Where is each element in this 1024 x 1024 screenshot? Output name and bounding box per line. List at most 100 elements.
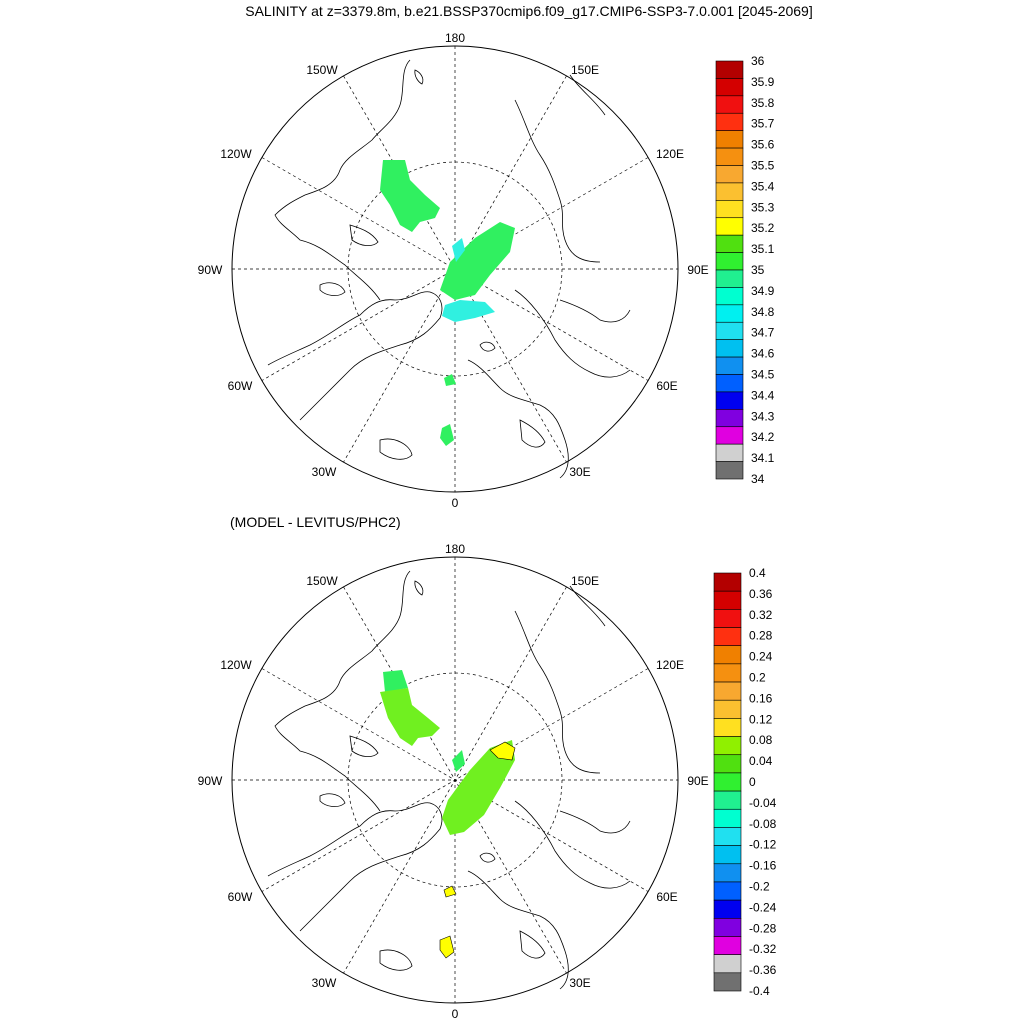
colorbar-difference-swatch (713, 918, 742, 937)
lon-label-60w: 60W (228, 379, 253, 393)
colorbar-difference-swatch (713, 845, 742, 865)
colorbar-difference-tick-label: -0.08 (749, 817, 777, 831)
colorbar-difference-tick-label: 0.4 (749, 566, 766, 580)
lon-label-120w: 120W (220, 147, 252, 161)
lon-label-180: 180 (445, 31, 465, 45)
lon-label-60e: 60E (656, 379, 677, 393)
colorbar-salinity-swatch (715, 78, 744, 97)
colorbar-difference-swatch (713, 863, 742, 883)
colorbar-salinity-swatch (715, 147, 744, 166)
colorbar-difference-tick-label: 0.24 (749, 650, 773, 664)
colorbar-salinity-tick-label: 34.9 (751, 284, 775, 298)
colorbar-difference-swatch (713, 754, 742, 774)
field-patch (380, 688, 440, 746)
colorbar-salinity-swatch (715, 60, 744, 79)
colorbar-difference-swatch (713, 827, 742, 846)
colorbar-salinity-swatch (715, 391, 744, 410)
colorbar-difference-swatch (713, 718, 742, 737)
colorbar-salinity-tick-label: 35.9 (751, 75, 775, 89)
colorbar-salinity-tick-label: 34.3 (751, 409, 775, 423)
lon-label-120e: 120E (656, 147, 684, 161)
field-patch (442, 740, 515, 835)
plot-title: SALINITY at z=3379.8m, b.e21.BSSP370cmip… (245, 3, 813, 19)
colorbar-difference-swatch (713, 681, 742, 701)
colorbar-difference-tick-label: -0.04 (749, 796, 777, 810)
colorbar-salinity-swatch (715, 443, 744, 462)
colorbar-difference-tick-label: -0.4 (749, 984, 770, 998)
colorbar-salinity-tick-label: 35.4 (751, 179, 775, 193)
colorbar-difference-tick-label: 0.36 (749, 587, 773, 601)
colorbar-salinity-swatch (715, 234, 744, 253)
field-patch (489, 741, 516, 761)
colorbar-salinity-swatch (715, 304, 744, 323)
colorbar-salinity-swatch (715, 95, 744, 114)
coastlines (267, 59, 631, 479)
colorbar-difference-swatch (713, 663, 742, 683)
colorbar-salinity-tick-label: 35 (751, 263, 765, 277)
colorbar-salinity-swatch (715, 339, 744, 358)
lon-label-150e: 150E (571, 574, 599, 588)
colorbar-difference-tick-label: -0.28 (749, 921, 777, 935)
colorbar-difference-swatch (713, 808, 742, 828)
colorbar-salinity: 36 35.9 35.8 35.7 35.6 35.5 35.4 35.3 35.2 35.1 35… (715, 54, 775, 486)
colorbar-difference-tick-label: -0.2 (749, 880, 770, 894)
colorbar-difference-swatch (713, 590, 742, 610)
colorbar-salinity-swatch (715, 269, 744, 288)
lon-label-120w: 120W (220, 658, 252, 672)
field-patch (452, 750, 465, 772)
polar-map-difference: 180 150W 150E 120W 120E 90W 90E 60W 60E … (198, 542, 709, 1021)
colorbar-salinity-tick-label: 34.4 (751, 388, 775, 402)
colorbar-salinity-swatch (715, 165, 744, 184)
colorbar-difference-tick-label: -0.16 (749, 859, 777, 873)
lon-label-60w: 60W (228, 890, 253, 904)
lon-label-0: 0 (452, 496, 459, 510)
lon-label-0: 0 (452, 1007, 459, 1021)
lon-label-30w: 30W (312, 465, 337, 479)
lon-label-30w: 30W (312, 976, 337, 990)
lon-label-120e: 120E (656, 658, 684, 672)
colorbar-difference-swatch (713, 645, 742, 665)
colorbar-difference-swatch (713, 954, 742, 974)
lon-label-90e: 90E (687, 774, 708, 788)
difference-subtitle: (MODEL - LEVITUS/PHC2) (230, 514, 401, 530)
colorbar-salinity-swatch (715, 112, 744, 131)
colorbar-salinity-tick-label: 34.6 (751, 347, 775, 361)
colorbar-salinity-tick-label: 34 (751, 472, 765, 486)
colorbar-salinity-swatch (715, 426, 744, 445)
colorbar-difference-swatch (713, 736, 742, 756)
difference-field (380, 670, 516, 959)
colorbar-salinity-tick-label: 34.1 (751, 451, 775, 465)
colorbar-difference-tick-label: 0.32 (749, 608, 773, 622)
colorbar-salinity-swatch (715, 321, 744, 340)
field-patch (440, 222, 515, 300)
lon-label-90e: 90E (687, 263, 708, 277)
colorbar-salinity-tick-label: 36 (751, 54, 765, 68)
colorbar-difference-tick-label: -0.32 (749, 942, 777, 956)
colorbar-difference-swatch (713, 899, 742, 919)
field-patch (443, 885, 457, 898)
colorbar-salinity-swatch (715, 356, 744, 375)
colorbar-difference-swatch (713, 936, 742, 955)
colorbar-difference-swatch (713, 572, 742, 592)
lon-label-90w: 90W (198, 263, 223, 277)
lon-label-150w: 150W (306, 574, 338, 588)
lon-label-90w: 90W (198, 774, 223, 788)
colorbar-salinity-swatch (715, 200, 744, 219)
colorbar-difference-tick-label: 0.12 (749, 712, 773, 726)
colorbar-difference-tick-label: 0.04 (749, 754, 773, 768)
colorbar-difference-swatch (713, 699, 742, 719)
colorbar-difference-swatch (713, 627, 742, 646)
colorbar-difference-tick-label: 0.08 (749, 733, 773, 747)
colorbar-salinity-tick-label: 35.6 (751, 138, 775, 152)
colorbar-salinity-swatch (715, 130, 744, 149)
field-patch (383, 670, 408, 692)
colorbar-salinity-swatch (715, 374, 744, 393)
coastlines (267, 570, 631, 990)
colorbar-difference-swatch (713, 881, 742, 901)
colorbar-salinity-swatch (715, 287, 744, 306)
colorbar-difference-tick-label: -0.36 (749, 963, 777, 977)
colorbar-salinity-swatch (715, 461, 744, 480)
colorbar-salinity-tick-label: 34.8 (751, 305, 775, 319)
field-patch (380, 160, 440, 232)
